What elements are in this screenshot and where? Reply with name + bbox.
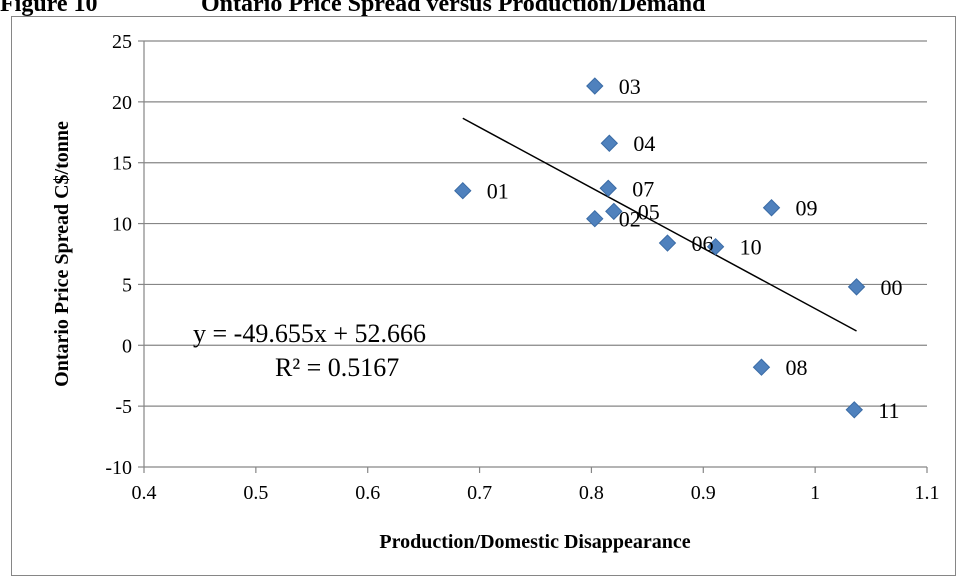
trendline-r-squared: R² = 0.5167 (275, 353, 399, 382)
trendline (462, 117, 857, 332)
point-label-03: 03 (619, 74, 641, 99)
x-tick-label: 0.4 (132, 482, 157, 504)
y-tick-label: -5 (115, 396, 132, 418)
x-tick-label: 0.8 (579, 482, 604, 504)
y-tick-label: 20 (112, 92, 132, 114)
y-tick-label: 0 (122, 335, 132, 357)
axes (138, 40, 928, 473)
point-label-04: 04 (633, 131, 655, 156)
data-point-07 (599, 179, 617, 197)
data-point-02 (586, 209, 604, 228)
data-point-05 (605, 202, 623, 221)
gridlines (144, 40, 927, 407)
data-point-01 (454, 182, 472, 200)
data-point-03 (586, 77, 604, 95)
x-tick-labels: 0.4 0.5 0.6 0.7 0.8 0.9 1 1.1 (132, 482, 940, 504)
y-tick-label: 15 (112, 153, 132, 175)
data-points (454, 77, 866, 419)
y-tick-label: 5 (122, 274, 132, 296)
data-point-00 (847, 278, 866, 296)
point-label-10: 10 (740, 235, 762, 260)
data-point-04 (600, 134, 619, 152)
point-label-05: 05 (638, 199, 660, 224)
data-point-08 (752, 358, 771, 376)
point-label-02: 02 (619, 207, 641, 232)
x-tick-label: 0.5 (243, 482, 268, 504)
x-tick-label: 0.6 (355, 482, 380, 504)
y-tick-label: -10 (105, 457, 132, 479)
point-label-11: 11 (878, 398, 899, 423)
data-point-11 (845, 401, 863, 419)
point-label-08: 08 (785, 355, 807, 380)
point-label-09: 09 (796, 196, 818, 221)
x-tick-label: 1.1 (915, 482, 940, 504)
trendline-equation: y = -49.655x + 52.666 (193, 319, 426, 348)
figure-caption: Ontario Price Spread versus Production/D… (201, 0, 706, 17)
data-point-10 (706, 237, 725, 256)
figure-label: Figure 10 (0, 0, 98, 17)
data-point-06 (658, 234, 677, 252)
chart-frame (11, 16, 956, 576)
point-labels: 00 01 02 03 04 05 06 07 08 09 10 11 (487, 74, 903, 423)
point-label-07: 07 (632, 176, 654, 201)
trendline-group (462, 117, 857, 332)
point-label-00: 00 (881, 275, 903, 300)
x-axis-label: Production/Domestic Disappearance (379, 531, 690, 553)
y-tick-label: 10 (112, 214, 132, 236)
data-point-09 (762, 199, 781, 217)
y-tick-label: 25 (112, 31, 132, 53)
x-tick-label: 0.7 (467, 482, 492, 504)
x-tick-label: 0.9 (691, 482, 716, 504)
x-tick-label: 1 (810, 482, 820, 504)
y-axis-label: Ontario Price Spread C$/tonne (51, 121, 73, 387)
point-label-01: 01 (487, 179, 509, 204)
y-tick-labels: 25 20 15 10 5 0 -5 -10 (105, 31, 132, 479)
point-label-06: 06 (691, 231, 713, 256)
figure-title: Figure 10 Ontario Price Spread versus Pr… (0, 0, 960, 17)
